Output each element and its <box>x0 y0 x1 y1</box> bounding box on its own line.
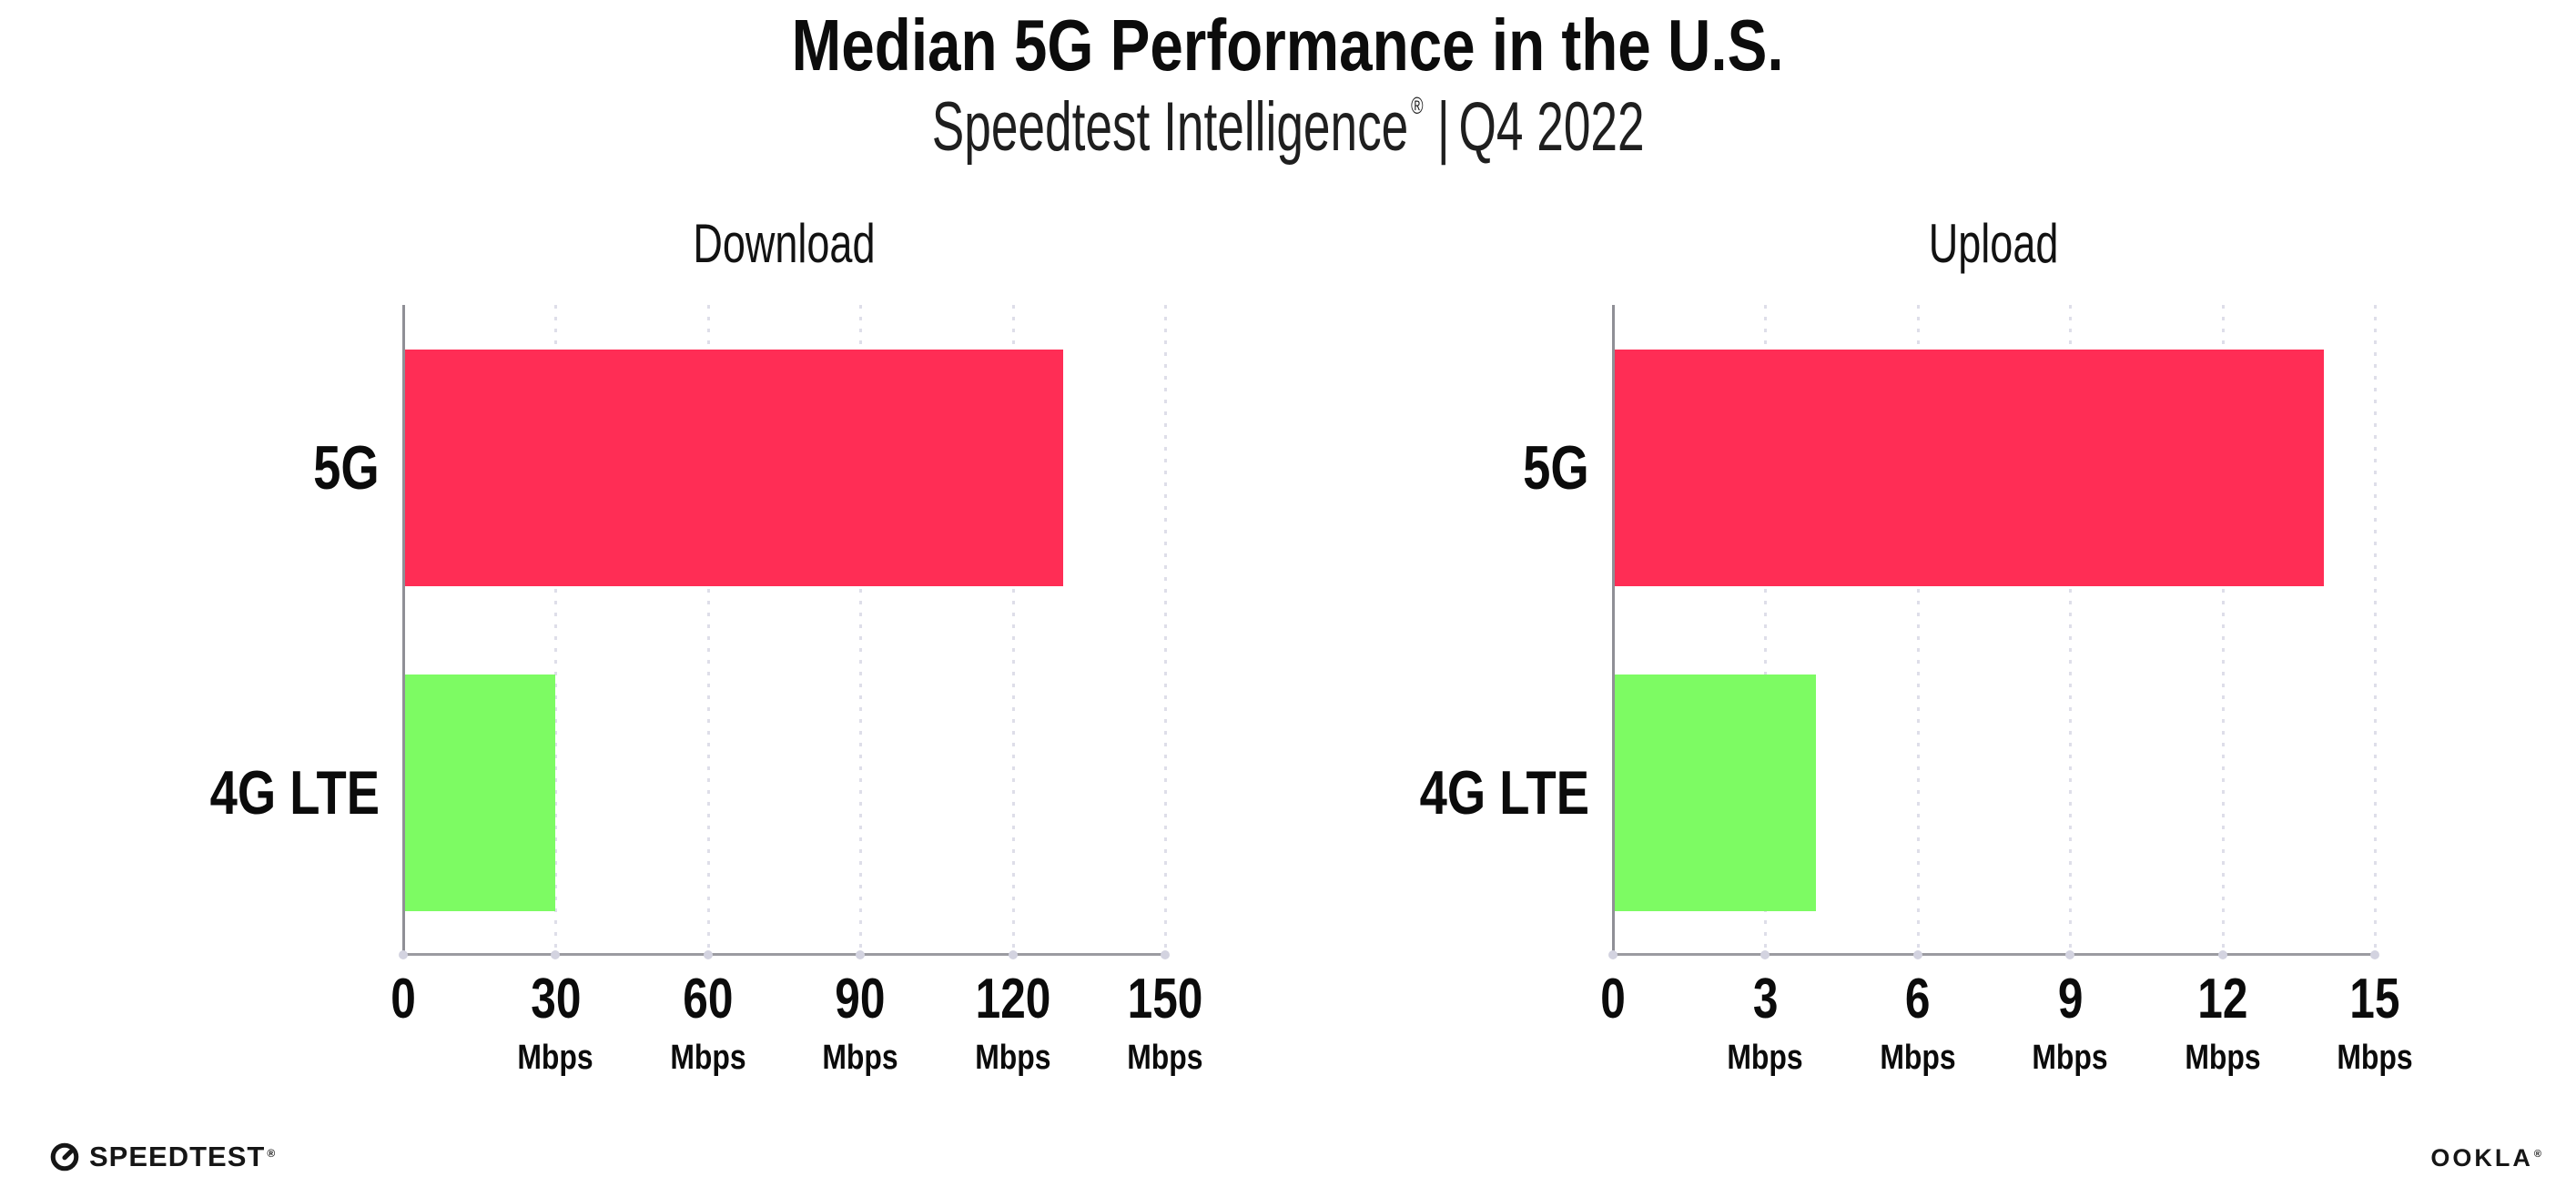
axis-tick-dot <box>551 950 561 959</box>
bar-4g-lte <box>403 674 556 911</box>
registered-trademark-icon: ® <box>267 1147 277 1160</box>
upload-category-axis: 5G 4G LTE <box>1267 305 1613 955</box>
tick-value: 30 <box>530 968 581 1030</box>
upload-y-axis-line <box>1612 305 1615 956</box>
tick-value: 150 <box>1127 968 1203 1030</box>
download-chart-title: Download <box>403 212 1165 275</box>
subtitle-period: Q4 2022 <box>1458 88 1645 166</box>
upload-plot-area <box>1608 305 2379 959</box>
x-tick-9: 9 Mbps <box>2025 968 2115 1077</box>
x-tick-6: 6 Mbps <box>1872 968 1962 1077</box>
upload-x-axis-line <box>1612 953 2376 956</box>
axis-tick-dot <box>1912 950 1922 959</box>
speedtest-wordmark: SPEEDTEST <box>89 1141 266 1172</box>
x-tick-15: 15 Mbps <box>2329 968 2419 1077</box>
x-tick-60: 60 Mbps <box>663 968 753 1077</box>
category-label-5g: 5G <box>313 432 380 502</box>
bar-4g-lte <box>1613 674 1817 911</box>
bar-5g <box>1613 349 2325 586</box>
x-tick-0: 0 <box>388 971 419 1028</box>
tick-unit: Mbps <box>1127 1039 1203 1077</box>
x-tick-3: 3 Mbps <box>1720 968 1810 1077</box>
tick-unit: Mbps <box>1880 1039 1956 1077</box>
download-chart-title-text: Download <box>693 213 876 274</box>
upload-x-axis-ticks: 0 3 Mbps 6 Mbps 9 Mbps 12 Mbps 15 Mbps <box>1600 968 2412 1131</box>
download-category-axis: 5G 4G LTE <box>57 305 403 955</box>
download-y-axis-line <box>402 305 405 956</box>
bar-5g <box>403 349 1064 586</box>
category-label-4g-lte: 4G LTE <box>1419 757 1589 827</box>
axis-tick-dot <box>1760 950 1770 959</box>
category-label-5g: 5G <box>1523 432 1589 502</box>
upload-chart-title: Upload <box>1613 212 2375 275</box>
x-tick-12: 12 Mbps <box>2177 968 2267 1077</box>
figure-title-text: Median 5G Performance in the U.S. <box>792 5 1784 86</box>
tick-value: 3 <box>1752 968 1779 1030</box>
axis-tick-dot <box>703 950 713 959</box>
axis-tick-dot <box>2065 950 2075 959</box>
gridline-120 <box>1011 305 1015 955</box>
upload-chart: Upload 5G 4G LTE 0 3 Mbps 6 Mbps 9 Mbps 12 Mbps 15… <box>1420 213 2413 1075</box>
x-tick-90: 90 Mbps <box>816 968 906 1077</box>
axis-tick-dot <box>1161 950 1170 959</box>
x-tick-0: 0 <box>1597 971 1628 1028</box>
tick-value: 0 <box>390 968 416 1030</box>
tick-unit: Mbps <box>974 1039 1051 1077</box>
tick-value: 9 <box>2057 968 2083 1030</box>
subtitle-brand: Speedtest Intelligence <box>931 88 1409 166</box>
x-tick-30: 30 Mbps <box>511 968 601 1077</box>
download-chart: Download 5G 4G LTE 0 30 Mbps 60 Mbps 90 Mbps 120… <box>210 213 1203 1075</box>
download-x-axis-line <box>402 953 1166 956</box>
axis-tick-dot <box>856 950 866 959</box>
speedtest-gauge-icon <box>50 1142 79 1172</box>
tick-unit: Mbps <box>2337 1039 2413 1077</box>
gridline-6 <box>1916 305 1920 955</box>
download-x-axis-ticks: 0 30 Mbps 60 Mbps 90 Mbps 120 Mbps 150 Mbps <box>390 968 1202 1131</box>
gridline-9 <box>2069 305 2073 955</box>
category-label-4g-lte: 4G LTE <box>209 757 380 827</box>
subtitle-separator: | <box>1436 88 1450 166</box>
axis-tick-dot <box>399 950 408 959</box>
gridline-15 <box>2374 305 2377 955</box>
gridline-60 <box>706 305 710 955</box>
tick-value: 0 <box>1600 968 1626 1030</box>
tick-value: 90 <box>835 968 886 1030</box>
tick-value: 15 <box>2349 968 2400 1030</box>
tick-unit: Mbps <box>2184 1039 2261 1077</box>
x-tick-150: 150 Mbps <box>1118 968 1212 1077</box>
gridline-30 <box>554 305 558 955</box>
tick-unit: Mbps <box>1727 1039 1804 1077</box>
axis-tick-dot <box>2217 950 2227 959</box>
gridline-90 <box>859 305 863 955</box>
figure-subtitle: Speedtest Intelligence ® | Q4 2022 <box>0 87 2576 167</box>
speedtest-logo: SPEEDTEST ® <box>49 1141 276 1173</box>
tick-unit: Mbps <box>822 1039 898 1077</box>
gridline-150 <box>1164 305 1167 955</box>
registered-trademark-icon: ® <box>1410 92 1424 119</box>
speedtest-logo-text: SPEEDTEST ® <box>89 1141 276 1173</box>
registered-trademark-icon: ® <box>2533 1149 2544 1160</box>
ookla-logo: OOKLA® <box>2430 1144 2544 1172</box>
tick-unit: Mbps <box>2032 1039 2108 1077</box>
tick-unit: Mbps <box>670 1039 746 1077</box>
upload-chart-title-text: Upload <box>1929 213 2059 274</box>
axis-tick-dot <box>1608 950 1618 959</box>
tick-value: 12 <box>2197 968 2248 1030</box>
tick-value: 120 <box>975 968 1050 1030</box>
axis-tick-dot <box>2370 950 2379 959</box>
figure-title: Median 5G Performance in the U.S. <box>0 4 2576 87</box>
axis-tick-dot <box>1008 950 1018 959</box>
tick-value: 60 <box>683 968 734 1030</box>
tick-value: 6 <box>1904 968 1931 1030</box>
x-tick-120: 120 Mbps <box>966 968 1060 1077</box>
download-plot-area <box>399 305 1170 959</box>
ookla-wordmark: OOKLA <box>2430 1144 2533 1172</box>
tick-unit: Mbps <box>517 1039 594 1077</box>
gridline-12 <box>2221 305 2225 955</box>
gridline-3 <box>1764 305 1768 955</box>
